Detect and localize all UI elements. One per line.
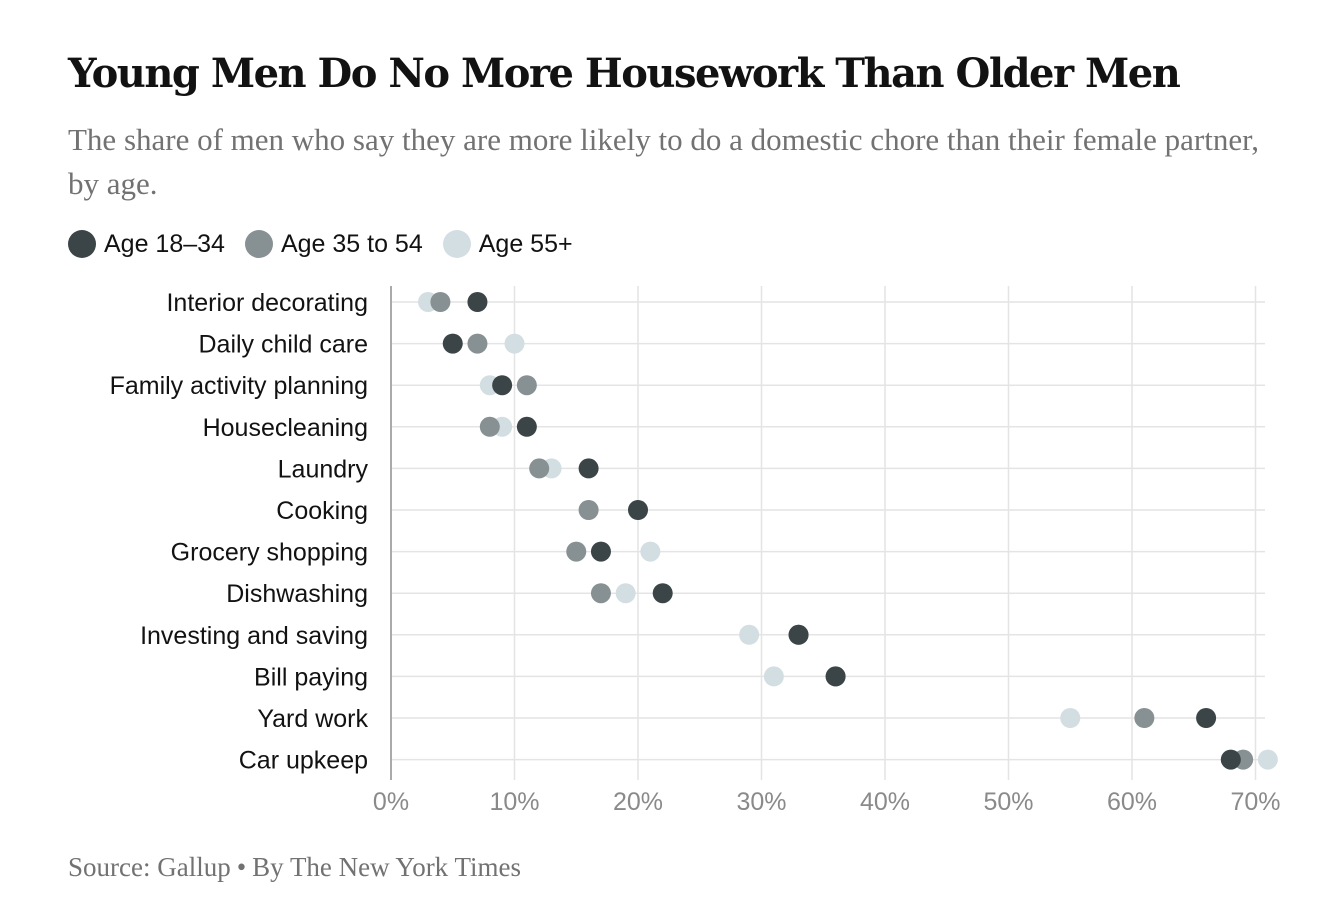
legend-item-age-35-54: Age 35 to 54 bbox=[244, 229, 423, 259]
data-point bbox=[1060, 708, 1081, 728]
data-point bbox=[442, 333, 463, 354]
x-tick-label: 20% bbox=[613, 788, 663, 816]
data-point bbox=[504, 333, 525, 354]
data-point bbox=[652, 583, 673, 604]
source-line: Source: Gallup • By The New York Times bbox=[68, 852, 521, 883]
data-point bbox=[492, 375, 513, 396]
data-point bbox=[590, 541, 611, 562]
x-tick-label: 40% bbox=[860, 788, 910, 816]
data-point bbox=[467, 333, 488, 354]
x-tick-label: 30% bbox=[736, 788, 786, 816]
data-point bbox=[578, 458, 599, 479]
legend-item-age-18-34: Age 18–34 bbox=[68, 230, 225, 259]
data-point bbox=[628, 500, 648, 520]
data-point bbox=[640, 541, 661, 562]
chart-title: Young Men Do No More Housework Than Olde… bbox=[68, 50, 1181, 97]
legend-label-age-35-54: Age 35 to 54 bbox=[280, 229, 423, 258]
data-point bbox=[788, 624, 809, 645]
category-label: Interior decorating bbox=[166, 289, 368, 317]
chart-subtitle: The share of men who say they are more l… bbox=[68, 122, 1259, 201]
data-point bbox=[430, 292, 451, 312]
legend-swatch-age-35-54 bbox=[244, 230, 273, 258]
category-labels: Interior decorating Daily child care Famil… bbox=[110, 289, 369, 775]
data-point bbox=[615, 583, 636, 604]
x-tick-label: 60% bbox=[1107, 788, 1157, 816]
x-tick-label: 50% bbox=[983, 788, 1033, 816]
data-point bbox=[1196, 708, 1217, 728]
data-points bbox=[418, 292, 1278, 770]
category-label: Yard work bbox=[257, 705, 368, 733]
category-label: Dishwashing bbox=[226, 580, 368, 608]
category-label: Bill paying bbox=[254, 663, 368, 691]
legend-label-age-18-34: Age 18–34 bbox=[104, 229, 225, 258]
byline: By The New York Times bbox=[252, 852, 521, 882]
source-text: Source: Gallup bbox=[68, 852, 231, 882]
data-point bbox=[1134, 708, 1155, 728]
category-label: Car upkeep bbox=[239, 747, 368, 775]
data-point bbox=[825, 666, 846, 687]
source-separator: • bbox=[236, 852, 247, 882]
legend-label-age-55-plus: Age 55+ bbox=[478, 229, 573, 258]
data-point bbox=[516, 416, 537, 437]
x-tick-label: 10% bbox=[489, 788, 539, 816]
grid bbox=[391, 286, 1265, 780]
data-point bbox=[566, 541, 587, 562]
data-point bbox=[763, 666, 784, 687]
data-point bbox=[578, 500, 599, 520]
legend: Age 18–34 Age 35 to 54 Age 55+ bbox=[68, 226, 593, 262]
data-point bbox=[529, 458, 550, 479]
category-label: Grocery shopping bbox=[171, 539, 368, 567]
x-tick-label: 0% bbox=[373, 788, 409, 816]
category-label: Daily child care bbox=[198, 331, 368, 359]
data-point bbox=[479, 416, 500, 437]
data-point bbox=[1257, 749, 1278, 770]
data-point bbox=[467, 292, 488, 312]
category-label: Laundry bbox=[278, 455, 369, 483]
category-label: Housecleaning bbox=[203, 414, 368, 442]
data-point bbox=[516, 375, 537, 396]
x-tick-label: 70% bbox=[1230, 788, 1280, 816]
category-label: Family activity planning bbox=[110, 372, 368, 400]
legend-swatch-age-18-34 bbox=[68, 230, 96, 258]
data-point bbox=[739, 624, 760, 645]
legend-item-age-55-plus: Age 55+ bbox=[442, 229, 573, 259]
data-point bbox=[590, 583, 611, 604]
data-point bbox=[1220, 749, 1241, 770]
legend-swatch-age-55-plus bbox=[442, 230, 471, 258]
category-label: Investing and saving bbox=[140, 622, 368, 650]
x-axis: 0% 10% 20% 30% 40% 50% 60% 70% bbox=[373, 286, 1281, 816]
category-label: Cooking bbox=[276, 497, 368, 525]
